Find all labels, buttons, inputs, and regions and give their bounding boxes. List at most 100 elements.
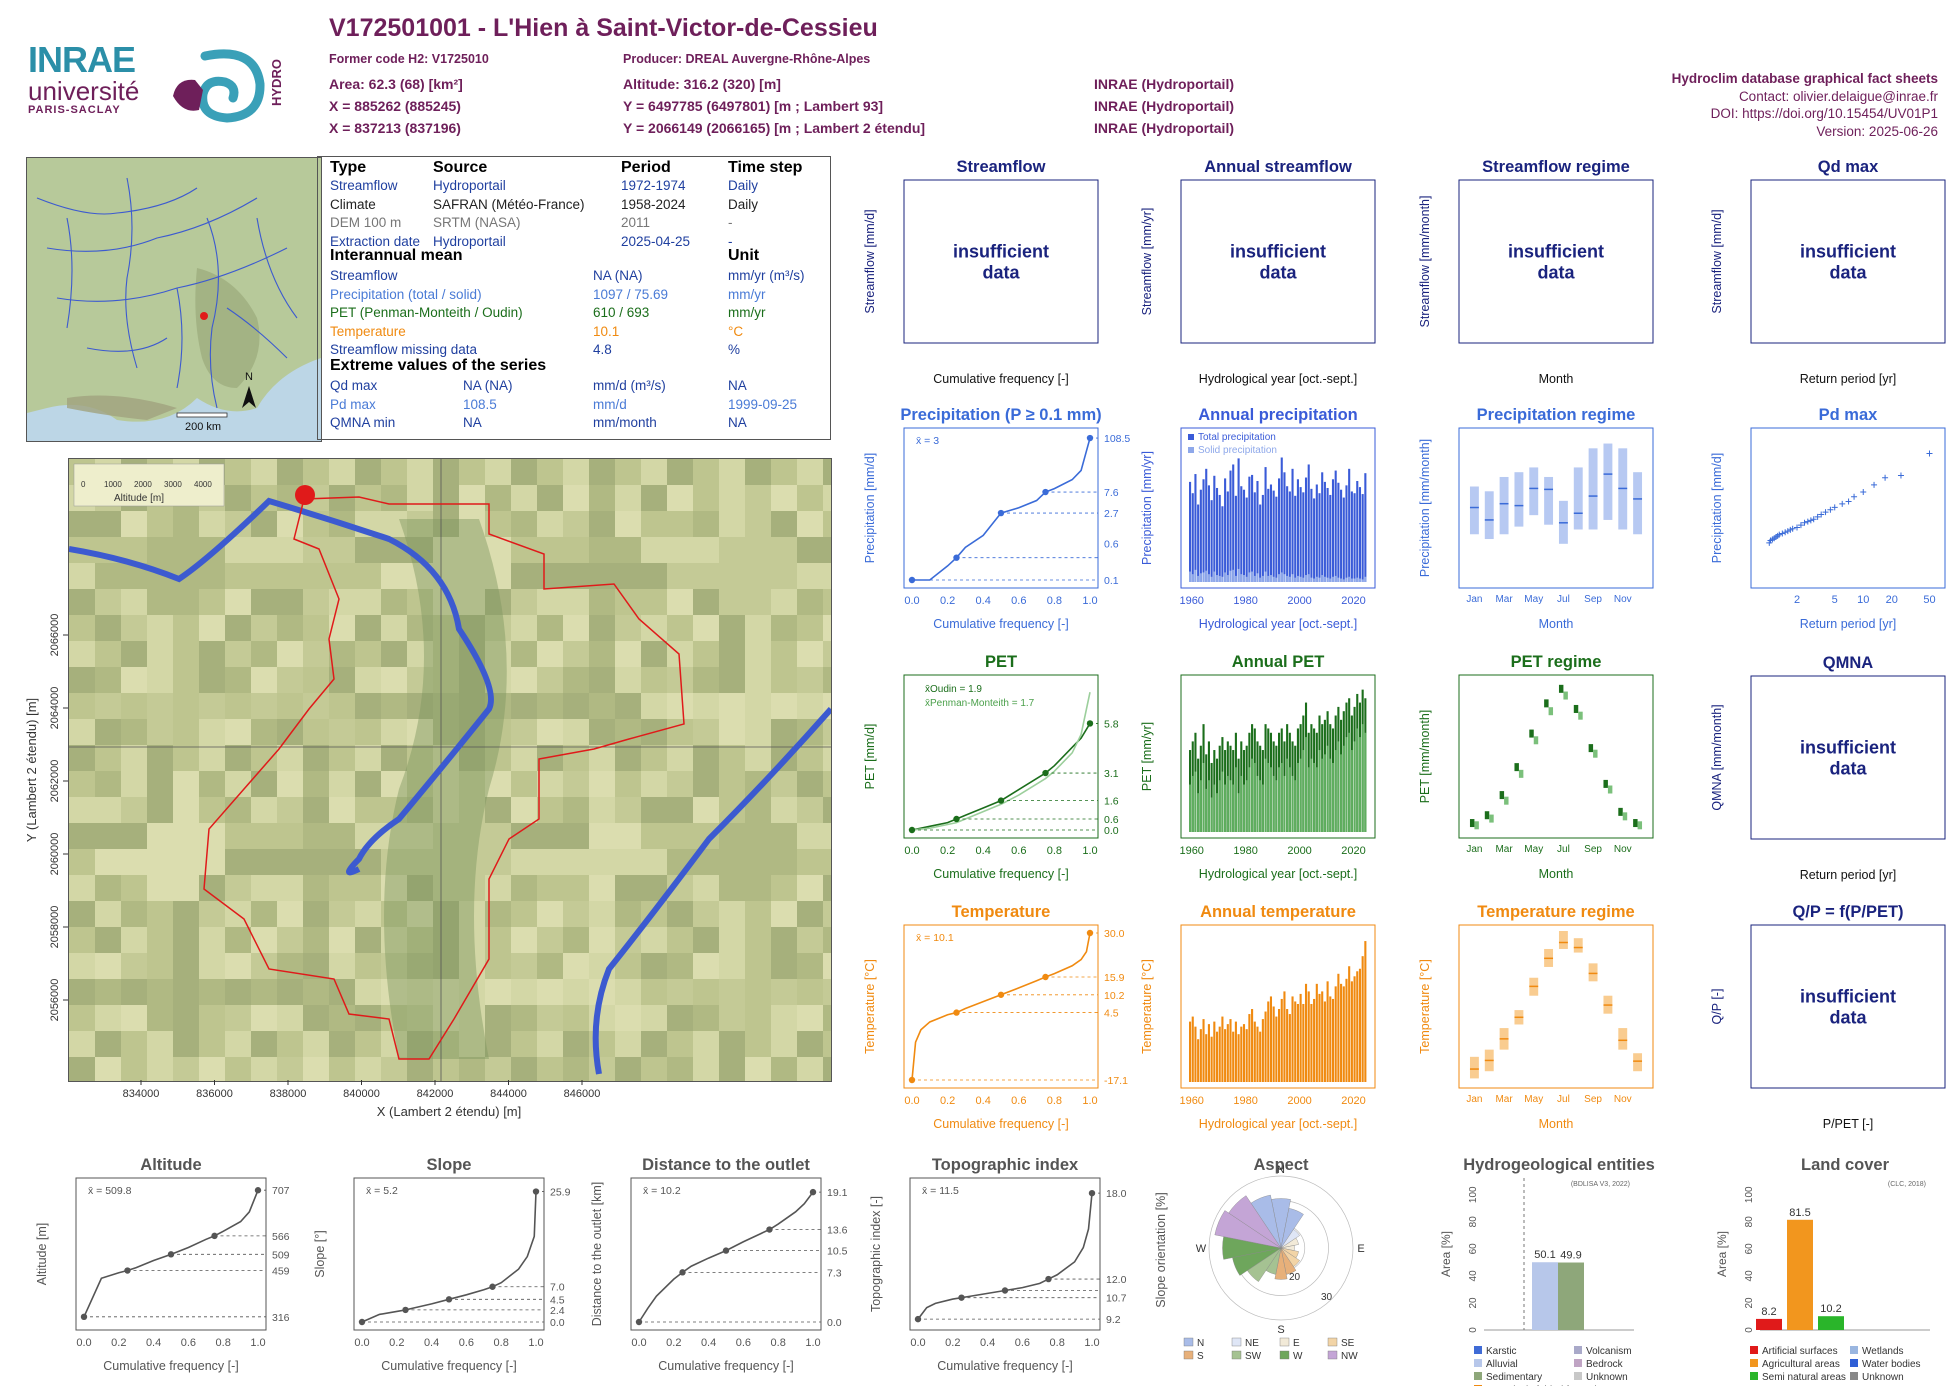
relief-cell bbox=[225, 641, 251, 667]
annual_streamflow-message: insufficient bbox=[1230, 242, 1326, 262]
relief-cell bbox=[199, 511, 225, 537]
streamflow-xlabel: Cumulative frequency [-] bbox=[933, 372, 1068, 386]
relief-cell bbox=[199, 1057, 225, 1081]
annual_streamflow-frame bbox=[1180, 179, 1376, 344]
annual_precipitation-bar bbox=[1259, 577, 1262, 582]
annual_temperature-bar bbox=[1261, 1019, 1264, 1082]
extreme-title: Extreme values of the series bbox=[330, 357, 547, 374]
interannual-name: PET (Penman-Monteith / Oudin) bbox=[330, 305, 523, 320]
relief-cell bbox=[121, 979, 147, 1005]
info-source: Hydroportail bbox=[433, 178, 506, 193]
annual_precipitation-bar bbox=[1299, 576, 1302, 582]
relief-cell bbox=[95, 953, 121, 979]
relief-cell bbox=[693, 693, 719, 719]
annual_pet-bar bbox=[1232, 784, 1235, 832]
annual_precipitation-bar bbox=[1256, 481, 1259, 582]
relief-cell bbox=[719, 589, 745, 615]
relief-cell bbox=[745, 823, 771, 849]
pet-regime-oudin bbox=[1469, 819, 1475, 828]
annual_temperature-bar bbox=[1275, 1016, 1278, 1082]
relief-cell bbox=[303, 849, 329, 875]
relief-cell bbox=[277, 615, 303, 641]
relief-cell bbox=[95, 615, 121, 641]
qmna-message: data bbox=[1829, 759, 1867, 779]
precipitation-right-label: 2.7 bbox=[1104, 508, 1119, 520]
relief-cell bbox=[537, 537, 563, 563]
relief-cell bbox=[485, 537, 511, 563]
extreme-date: 1999-09-25 bbox=[728, 396, 798, 412]
relief-cell bbox=[589, 927, 615, 953]
annual_temperature-bar bbox=[1234, 1021, 1237, 1082]
relief-cell bbox=[121, 771, 147, 797]
annual_precipitation-bar bbox=[1353, 493, 1356, 582]
annual_pet-bar bbox=[1256, 775, 1259, 832]
topographic-xlabel: Cumulative frequency [-] bbox=[937, 1359, 1072, 1373]
relief-cell bbox=[329, 719, 355, 745]
info-source: SRTM (NASA) bbox=[433, 215, 521, 230]
streamflow_regime-xlabel: Month bbox=[1539, 372, 1574, 386]
relief-cell bbox=[381, 953, 407, 979]
annual_pet-bar bbox=[1210, 797, 1213, 832]
annual_precipitation-bar bbox=[1323, 576, 1326, 582]
relief-cell bbox=[277, 511, 303, 537]
relief-cell bbox=[797, 485, 823, 511]
relief-cell bbox=[511, 459, 537, 485]
scale-bar bbox=[176, 412, 228, 418]
pet-regime-penman bbox=[1593, 749, 1598, 758]
relief-cell bbox=[329, 641, 355, 667]
relief-cell bbox=[641, 745, 667, 771]
relief-cell bbox=[745, 849, 771, 875]
relief-cell bbox=[745, 563, 771, 589]
relief-cell bbox=[797, 849, 823, 875]
qmna-title: QMNA bbox=[1823, 654, 1873, 672]
annual_precipitation-bar bbox=[1267, 575, 1270, 582]
altitude-right-label: 566 bbox=[272, 1231, 290, 1243]
relief-cell bbox=[745, 667, 771, 693]
altitude-ylabel: Altitude [m] bbox=[35, 1223, 49, 1286]
annual_pet-bar bbox=[1364, 732, 1367, 832]
relief-cell bbox=[69, 511, 95, 537]
pd-max-xtick: 5 bbox=[1832, 594, 1838, 606]
annual_pet-ylabel: PET [mm/yr] bbox=[1140, 722, 1154, 791]
relief-cell bbox=[277, 823, 303, 849]
annual_pet-xtick: 1980 bbox=[1233, 845, 1257, 857]
location-map: 200 km N bbox=[26, 157, 322, 442]
relief-cell bbox=[745, 927, 771, 953]
relief-cell bbox=[433, 719, 459, 745]
relief-cell bbox=[303, 823, 329, 849]
relief-cell bbox=[563, 953, 589, 979]
area: Area: 62.3 (68) [km²] bbox=[329, 76, 463, 92]
slope-quantile-point bbox=[358, 1318, 366, 1326]
annual_temperature-title: Annual temperature bbox=[1200, 903, 1356, 921]
relief-cell bbox=[641, 693, 667, 719]
annual_temperature-chart: Annual temperature Temperature [°C] Hydrol… bbox=[1140, 903, 1376, 1131]
info-period: 2011 bbox=[621, 215, 651, 230]
relief-cell bbox=[173, 875, 199, 901]
relief-cell bbox=[69, 979, 95, 1005]
relief-cell bbox=[355, 771, 381, 797]
annual_precipitation-bar bbox=[1296, 575, 1299, 582]
temperature_regime-box bbox=[1588, 963, 1598, 982]
temperature_regime-title: Temperature regime bbox=[1477, 903, 1634, 921]
hydrogeology-legend-swatch bbox=[1474, 1359, 1482, 1367]
annual_precipitation-bar bbox=[1353, 578, 1356, 582]
annual_precipitation-bar bbox=[1358, 578, 1362, 582]
topographic-xtick: 0.8 bbox=[1050, 1337, 1065, 1349]
hydrogeology-bar bbox=[1532, 1262, 1558, 1330]
qmna-message: insufficient bbox=[1800, 738, 1896, 758]
catchment-map: Altitude [m] 0 1000 2000 3000 4000 bbox=[68, 458, 832, 1082]
relief-cell bbox=[173, 823, 199, 849]
relief-cell bbox=[199, 719, 225, 745]
precipitation-chart: Precipitation (P ≥ 0.1 mm) Precipitation … bbox=[863, 406, 1130, 631]
relief-cell bbox=[615, 667, 641, 693]
relief-cell bbox=[693, 927, 719, 953]
aspect-legend-label: S bbox=[1197, 1351, 1204, 1362]
relief-cell bbox=[329, 459, 355, 485]
land_cover-ytick: 100 bbox=[1744, 1186, 1755, 1203]
distance-xtick: 0.4 bbox=[701, 1337, 716, 1349]
relief-cell bbox=[381, 979, 407, 1005]
relief-cell bbox=[459, 459, 485, 485]
annual_precipitation-bar bbox=[1253, 575, 1256, 582]
relief-cell bbox=[537, 1031, 563, 1057]
relief-cell bbox=[771, 979, 797, 1005]
